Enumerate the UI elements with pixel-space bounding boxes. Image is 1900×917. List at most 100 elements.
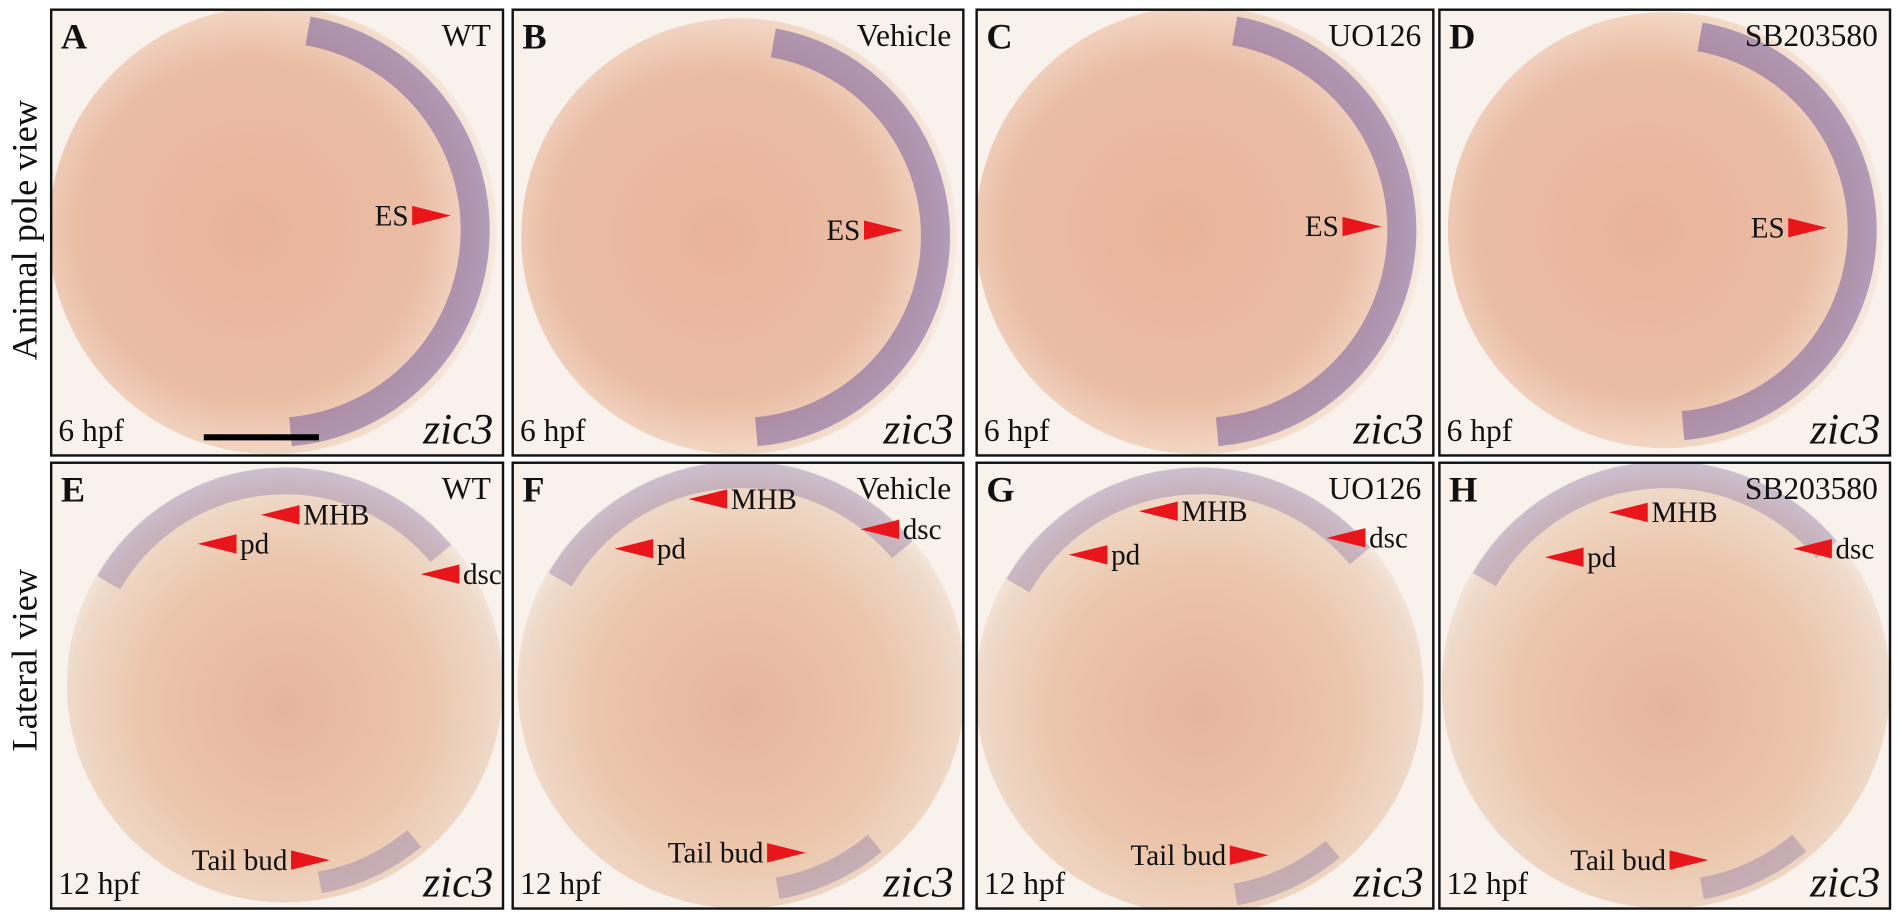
- panel-letter: E: [61, 470, 85, 510]
- embryo: [66, 466, 504, 903]
- stage-label: 12 hpf: [520, 866, 602, 901]
- panel-letter: D: [1449, 16, 1475, 56]
- panel-border: [49, 8, 505, 457]
- panel-border: [511, 8, 965, 457]
- expression-band: [1215, 16, 1417, 447]
- annotation: ES: [375, 200, 409, 232]
- arrowhead: [767, 843, 806, 863]
- gene-label: zic3: [882, 858, 953, 906]
- expression-band: [1681, 22, 1877, 441]
- condition-label: WT: [442, 471, 491, 506]
- expression-band: [1006, 467, 1371, 593]
- annotation: ES: [1305, 211, 1339, 243]
- annotation: Tail bud: [668, 837, 764, 869]
- annotation: Tail bud: [1131, 840, 1227, 872]
- expression-band: [97, 467, 452, 590]
- gene-label: zic3: [1352, 405, 1423, 453]
- expression-band: [775, 834, 882, 900]
- arrowhead: [1342, 216, 1382, 237]
- panel-border: [975, 461, 1435, 910]
- panel: [1439, 9, 1891, 456]
- panel-letter: G: [986, 470, 1014, 510]
- annotation: MHB: [1181, 496, 1247, 528]
- panel: [512, 462, 964, 909]
- gene-label: zic3: [882, 405, 953, 453]
- embryo: [976, 466, 1424, 909]
- arrowhead: [1544, 547, 1584, 567]
- embryo: [1447, 12, 1884, 449]
- condition-label: UO126: [1329, 18, 1422, 53]
- condition-label: Vehicle: [857, 471, 951, 506]
- embryo: [51, 9, 497, 455]
- panel-border: [1438, 461, 1892, 910]
- annotation: dsc: [463, 559, 502, 591]
- arrowhead: [1326, 528, 1366, 548]
- row-label: Animal pole view: [5, 99, 45, 360]
- gene-label: zic3: [422, 858, 493, 906]
- panel-border: [49, 461, 505, 910]
- annotation: MHB: [731, 484, 797, 516]
- annotation: Tail bud: [1570, 845, 1666, 877]
- arrowhead: [1229, 845, 1269, 865]
- panel-border: [975, 8, 1435, 457]
- arrowhead: [197, 534, 237, 554]
- gene-label: zic3: [1352, 858, 1423, 906]
- expression-band: [1699, 834, 1807, 900]
- arrowhead: [260, 505, 300, 525]
- embryo: [976, 9, 1424, 455]
- annotation: ES: [826, 215, 860, 247]
- panel-letter: H: [1449, 470, 1477, 510]
- condition-label: WT: [442, 18, 491, 53]
- condition-label: Vehicle: [857, 18, 951, 53]
- arrowhead: [1068, 545, 1108, 565]
- annotation: pd: [657, 533, 687, 565]
- arrowhead: [1793, 539, 1832, 559]
- embryo: [517, 462, 964, 909]
- expression-band: [317, 829, 422, 894]
- stage-label: 6 hpf: [58, 413, 124, 448]
- panel-letter: B: [522, 16, 546, 56]
- annotation: dsc: [1836, 533, 1875, 565]
- annotation: Tail bud: [192, 845, 288, 877]
- panel: [51, 9, 504, 456]
- annotation: dsc: [903, 514, 942, 546]
- panel: [1439, 462, 1891, 909]
- condition-label: SB203580: [1745, 471, 1878, 506]
- expression-band: [548, 462, 913, 587]
- arrowhead: [412, 205, 451, 226]
- arrowhead: [863, 220, 903, 240]
- panel-letter: C: [986, 16, 1012, 56]
- annotation: pd: [1111, 539, 1141, 571]
- stage-label: 6 hpf: [520, 413, 586, 448]
- annotation: dsc: [1369, 523, 1408, 555]
- annotation: MHB: [1651, 497, 1717, 529]
- arrowhead: [291, 850, 330, 870]
- gene-label: zic3: [1809, 858, 1880, 906]
- arrowhead: [860, 519, 900, 540]
- panel-border: [511, 461, 965, 910]
- stage-label: 6 hpf: [984, 413, 1050, 448]
- stage-label: 12 hpf: [58, 866, 140, 901]
- annotation: MHB: [303, 500, 369, 532]
- gene-label: zic3: [422, 405, 493, 453]
- condition-label: UO126: [1329, 471, 1422, 506]
- arrowhead: [1138, 501, 1178, 521]
- condition-label: SB203580: [1745, 18, 1878, 53]
- annotation: ES: [1751, 212, 1785, 244]
- arrowhead: [614, 539, 654, 559]
- arrowhead: [688, 489, 728, 509]
- row-label: Lateral view: [5, 568, 45, 751]
- arrowhead: [1669, 850, 1709, 870]
- expression-band: [755, 28, 950, 447]
- arrowhead: [1608, 502, 1648, 523]
- expression-band: [289, 16, 490, 447]
- gene-label: zic3: [1809, 405, 1880, 453]
- panel: [512, 9, 964, 456]
- stage-label: 12 hpf: [984, 866, 1066, 901]
- stage-label: 12 hpf: [1447, 866, 1529, 901]
- panel-border: [1438, 8, 1892, 457]
- embryo: [521, 18, 958, 455]
- expression-band: [1233, 840, 1340, 906]
- stage-label: 6 hpf: [1447, 413, 1513, 448]
